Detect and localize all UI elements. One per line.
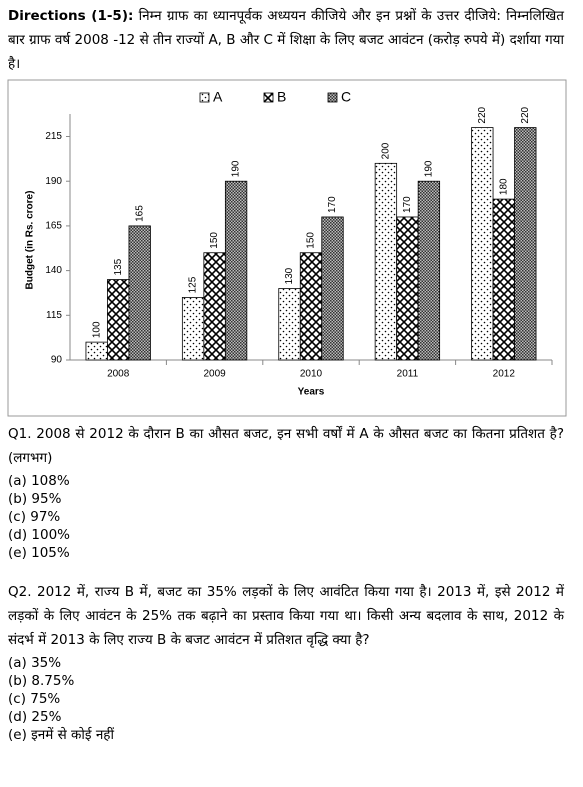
- bar: [203, 252, 226, 361]
- value-label: 200: [381, 142, 392, 159]
- option: (b) 8.75%: [8, 673, 75, 689]
- value-label: 150: [306, 232, 317, 249]
- value-label: 170: [327, 196, 338, 213]
- legend-swatch: [327, 92, 338, 103]
- directions: Directions (1-5): निम्न ग्राफ का ध्यानपू…: [8, 4, 564, 76]
- bar: [492, 198, 515, 361]
- y-axis-title: Budget (in Rs. crore): [25, 191, 36, 290]
- y-tick-label: 215: [45, 131, 62, 142]
- value-label: 100: [91, 321, 102, 338]
- bar: [107, 279, 130, 361]
- bar: [278, 288, 301, 361]
- option: (a) 108%: [8, 473, 70, 489]
- x-tick-label: 2011: [397, 369, 419, 380]
- bar: [128, 225, 151, 361]
- bar: [471, 127, 494, 361]
- x-axis-title: Years: [298, 387, 325, 398]
- legend-label: C: [341, 89, 351, 105]
- value-label: 180: [498, 178, 509, 195]
- value-label: 125: [188, 276, 199, 293]
- y-tick-label: 115: [46, 310, 62, 321]
- directions-label: Directions (1-5):: [8, 8, 134, 24]
- bar: [514, 127, 537, 361]
- option: (d) 25%: [8, 709, 62, 725]
- value-label: 190: [424, 160, 435, 177]
- bar: [224, 180, 248, 361]
- question-1: Q1. 2008 से 2012 के दौरान B का औसत बजट, …: [8, 422, 564, 562]
- option: (a) 35%: [8, 655, 62, 671]
- question-text: Q1. 2008 से 2012 के दौरान B का औसत बजट, …: [8, 426, 564, 466]
- directions-text: निम्न ग्राफ का ध्यानपूर्वक अध्ययन कीजिये…: [8, 8, 564, 72]
- x-tick-label: 2009: [203, 369, 226, 380]
- y-tick-label: 140: [45, 265, 62, 276]
- y-tick-label: 90: [51, 355, 63, 366]
- question-2: Q2. 2012 में, राज्य B में, बजट का 35% लड…: [8, 580, 564, 744]
- bar: [299, 252, 323, 361]
- x-tick-label: 2012: [493, 369, 516, 380]
- option: (e) 105%: [8, 545, 70, 561]
- bar: [374, 162, 398, 361]
- option: (c) 97%: [8, 509, 61, 525]
- bar: [321, 216, 344, 361]
- legend-swatch: [199, 92, 210, 103]
- legend-label: B: [277, 89, 286, 105]
- bar: [396, 216, 419, 361]
- chart: Budget (in Rs. crore) Years 90 115 140 165 1…: [7, 79, 567, 417]
- chart-frame: [7, 79, 567, 417]
- legend-swatch: [263, 92, 274, 103]
- value-label: 150: [209, 232, 220, 249]
- option: (d) 100%: [8, 527, 70, 543]
- value-label: 170: [402, 196, 413, 213]
- bar: [85, 341, 108, 361]
- y-tick-label: 190: [45, 176, 62, 187]
- option: (b) 95%: [8, 491, 62, 507]
- value-label: 220: [477, 106, 488, 123]
- x-tick-label: 2008: [107, 369, 130, 380]
- option: (c) 75%: [8, 691, 61, 707]
- value-label: 165: [134, 205, 145, 222]
- bar: [417, 180, 441, 361]
- y-tick-label: 165: [45, 221, 62, 232]
- legend-label: A: [213, 89, 223, 105]
- option: (e) इनमें से कोई नहीं: [8, 727, 114, 743]
- value-label: 220: [520, 106, 531, 123]
- bar: [181, 297, 205, 361]
- value-label: 190: [231, 160, 242, 177]
- value-label: 130: [284, 267, 295, 284]
- value-label: 135: [113, 258, 124, 275]
- question-text: Q2. 2012 में, राज्य B में, बजट का 35% लड…: [8, 584, 564, 648]
- x-tick-label: 2010: [300, 369, 323, 380]
